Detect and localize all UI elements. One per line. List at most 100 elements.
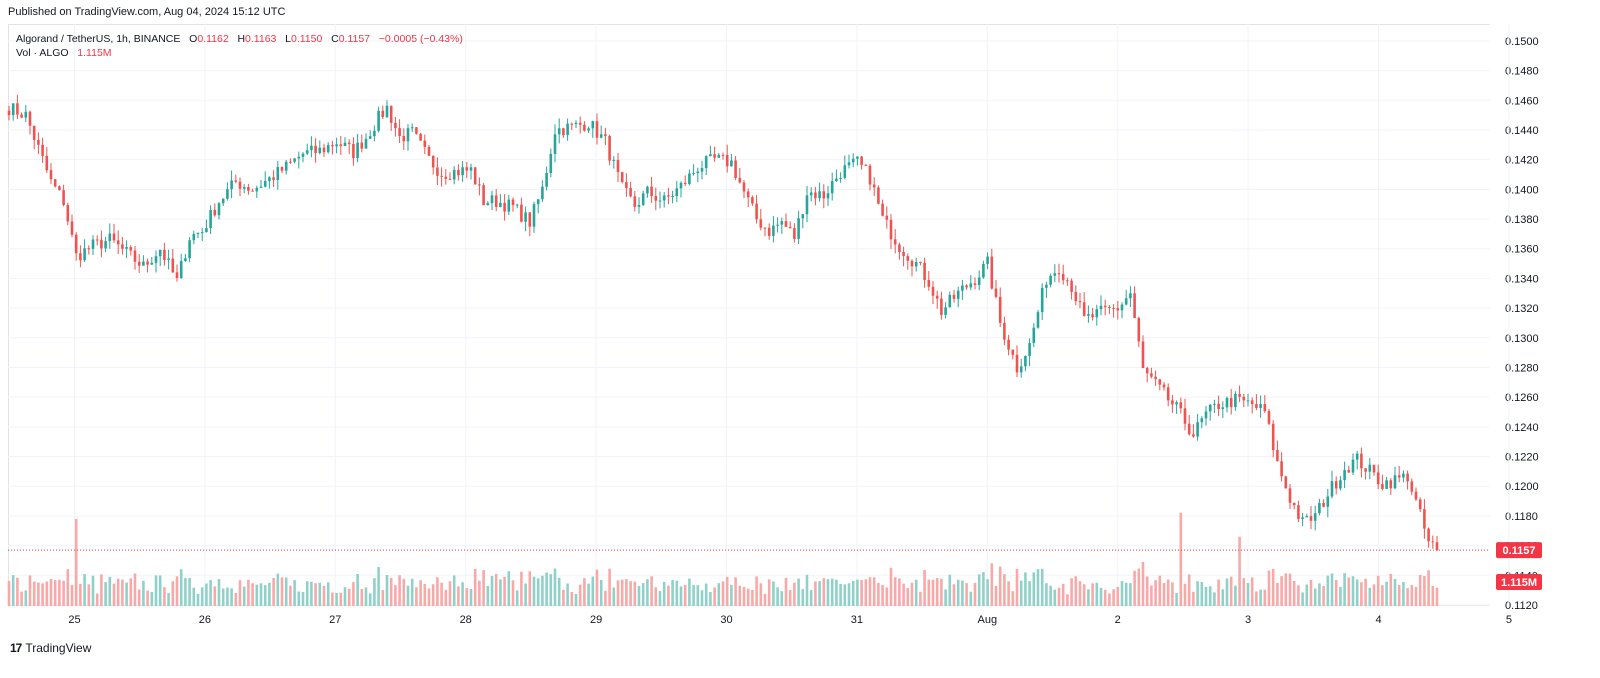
candle-body	[847, 162, 851, 166]
y-tick-label: 0.1500	[1505, 36, 1539, 48]
volume-bar	[818, 581, 821, 606]
candle-body	[566, 123, 569, 136]
volume-bar	[1116, 586, 1120, 606]
candle-body	[167, 258, 170, 260]
volume-bar	[595, 569, 599, 606]
candle-body	[1330, 481, 1334, 497]
candle-body	[125, 247, 128, 249]
volume-bar	[1347, 577, 1351, 606]
volume-bar	[940, 578, 943, 606]
volume-bar	[79, 583, 82, 606]
volume-bar	[83, 574, 86, 606]
candle-body	[545, 173, 548, 187]
volume-bar	[1322, 586, 1325, 606]
candle-body	[373, 130, 376, 137]
candle-body	[902, 252, 905, 257]
volume-bar	[175, 576, 179, 606]
candle-body	[940, 298, 943, 315]
last-price-badge	[1496, 542, 1542, 559]
candle-body	[599, 134, 603, 138]
candle-body	[188, 240, 191, 259]
volume-bar	[1313, 588, 1317, 606]
volume-bar	[62, 580, 65, 606]
candle-body	[557, 128, 561, 135]
volume-bar	[1259, 589, 1262, 606]
volume-bar	[209, 580, 212, 606]
volume-bar	[751, 589, 754, 606]
candle-body	[154, 256, 158, 263]
candle-body	[45, 155, 49, 171]
volume-bar	[755, 576, 758, 606]
candle-body	[851, 158, 855, 163]
candle-body	[1137, 318, 1141, 342]
volume-label[interactable]: Vol · ALGO	[16, 47, 69, 59]
volume-bar	[793, 582, 796, 606]
candle-body	[898, 244, 901, 253]
candle-body	[1074, 291, 1078, 302]
high-label: H	[237, 33, 246, 45]
volume-bar	[545, 572, 548, 606]
y-tick-label: 0.1220	[1505, 452, 1539, 464]
candle-body	[108, 233, 112, 242]
candle-body	[385, 105, 389, 118]
volume-bar	[381, 590, 385, 606]
y-tick-label: 0.1360	[1505, 244, 1539, 256]
volume-bar	[364, 587, 368, 606]
candle-body	[436, 167, 439, 176]
candle-body	[856, 156, 859, 159]
volume-bar	[667, 585, 670, 606]
ohlc-row: Algorand / TetherUS, 1h, BINANCE O0.1162…	[16, 32, 463, 46]
x-tick-label: 28	[460, 614, 472, 626]
candle-body	[37, 139, 40, 145]
candle-body	[352, 144, 355, 159]
candle-body	[247, 187, 250, 191]
volume-bar	[1360, 582, 1363, 606]
candle-body	[100, 239, 103, 249]
candle-body	[440, 175, 443, 177]
volume-bar	[772, 581, 775, 606]
volume-bar	[402, 578, 406, 606]
candle-body	[1082, 302, 1086, 316]
candle-body	[394, 122, 397, 129]
volume-bar	[1196, 581, 1199, 606]
candle-body	[268, 177, 271, 182]
volume-bar	[1301, 592, 1304, 606]
volume-bar	[1082, 584, 1086, 606]
candle-body	[931, 286, 935, 296]
volume-bar	[709, 592, 712, 606]
candle-body	[1124, 298, 1128, 305]
candle-body	[112, 233, 116, 241]
volume-bar	[1003, 574, 1006, 606]
volume-bar	[1238, 536, 1241, 606]
volume-row: Vol · ALGO 1.115M	[16, 46, 463, 60]
candle-body	[1301, 517, 1304, 519]
volume-bar	[121, 579, 124, 606]
candle-body	[104, 241, 107, 249]
volume-bar	[822, 578, 826, 606]
volume-bar	[310, 581, 313, 606]
candle-body	[1297, 505, 1300, 519]
volume-bar	[1330, 573, 1334, 606]
candle-body	[629, 188, 632, 197]
candle-body	[7, 110, 11, 116]
candle-body	[662, 195, 666, 201]
candle-body	[524, 212, 527, 222]
volume-bar	[1334, 579, 1338, 606]
volume-bar	[599, 579, 603, 606]
volume-bar	[637, 585, 641, 606]
volume-bar	[856, 579, 859, 606]
candle-body	[1313, 513, 1317, 521]
volume-bar	[331, 592, 334, 606]
candle-body	[1292, 502, 1296, 506]
volume-bar	[167, 593, 170, 606]
symbol-label[interactable]: Algorand / TetherUS, 1h, BINANCE	[16, 33, 181, 45]
candle-body	[969, 283, 973, 288]
open-value: 0.1162	[197, 33, 229, 45]
volume-bar	[746, 588, 750, 606]
volume-bar	[238, 580, 242, 606]
candle-body	[1318, 502, 1321, 514]
volume-bar	[112, 583, 116, 606]
volume-bar	[1389, 573, 1393, 606]
volume-bar	[465, 588, 469, 606]
